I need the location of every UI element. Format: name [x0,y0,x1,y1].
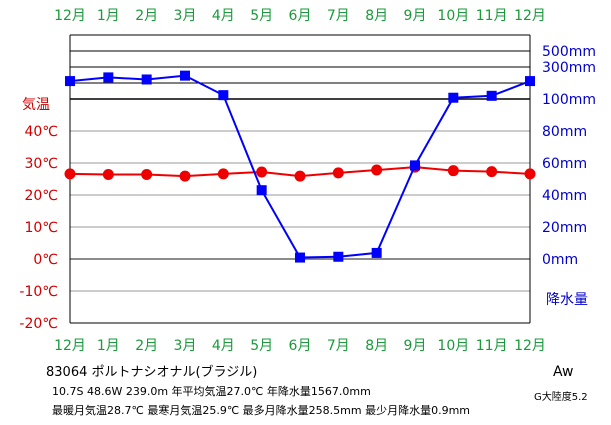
precipitation-tick-label: 20mm [542,220,587,236]
temperature-point [102,169,114,181]
temperature-axis-title: 気温 [22,97,50,113]
month-label: 5月 [250,338,273,354]
precipitation-tick-label: 80mm [542,124,587,140]
precipitation-point [141,74,152,85]
temperature-point [524,168,536,180]
temperature-point [179,170,191,182]
climate-chart: 12月 1月 2月 3月 4月 5月 6月 7月 8月 9月 10月 11月 12月 12月 1月 2月 3月… [19,8,596,354]
precipitation-point [180,70,190,81]
month-label: 12月 [514,8,546,24]
temperature-tick-label: 10℃ [24,220,58,236]
temperature-point [217,168,229,180]
month-label: 10月 [437,338,469,354]
month-label: 11月 [476,8,508,24]
month-label: 8月 [365,338,388,354]
month-label: 7月 [327,8,350,24]
month-label: 9月 [404,338,427,354]
precipitation-tick-label: 300mm [542,60,596,76]
month-label: 4月 [212,8,235,24]
month-label: 1月 [97,8,120,24]
top-month-labels: 12月 1月 2月 3月 4月 5月 6月 7月 8月 9月 10月 11月 12月 [54,8,546,24]
month-label: 5月 [250,8,273,24]
month-label: 2月 [135,338,158,354]
temperature-tick-label: 20℃ [24,188,58,204]
month-label: 11月 [476,338,508,354]
precipitation-point [410,160,420,171]
temperature-tick-label: 0℃ [33,252,58,268]
month-label: 2月 [135,8,158,24]
precipitation-point [333,251,344,262]
temperature-tick-label: 30℃ [24,156,58,172]
precipitation-point [371,247,382,258]
climate-classification: Aw [553,364,574,380]
temperature-tick-label: -10℃ [19,284,58,300]
month-label: 3月 [174,338,197,354]
precipitation-tick-label: 60mm [542,156,587,172]
temperature-point [294,170,306,182]
bottom-month-labels: 12月 1月 2月 3月 4月 5月 6月 7月 8月 9月 10月 11月 12月 [54,338,546,354]
month-label: 3月 [174,8,197,24]
month-label: 1月 [97,338,120,354]
precipitation-point [486,90,497,101]
temperature-point [64,168,76,180]
temperature-point [486,166,498,178]
temperature-point [332,167,344,179]
precipitation-point [256,185,267,196]
temperature-tick-label: -20℃ [19,316,58,332]
precipitation-point [525,76,535,87]
month-label: 4月 [212,338,235,354]
station-name: 83064 ポルトナシオナル(ブラジル) [46,365,258,380]
month-label: 12月 [54,338,86,354]
precipitation-point [295,252,305,263]
temperature-series [64,161,536,182]
month-label: 10月 [437,8,469,24]
precipitation-axis-title: 降水量 [546,292,588,308]
month-label: 9月 [404,8,427,24]
precipitation-tick-label: 100mm [542,92,596,108]
temperature-point [371,164,383,176]
month-label: 12月 [514,338,546,354]
precipitation-tick-label: 0mm [542,252,578,268]
precipitation-tick-label: 500mm [542,44,596,60]
month-label: 7月 [327,338,350,354]
temperature-tick-label: 40℃ [24,124,58,140]
precipitation-series [65,70,535,263]
station-summary-line-1: 10.7S 48.6W 239.0m 年平均気温27.0℃ 年降水量1567.0… [52,385,371,398]
precipitation-tick-label: 40mm [542,188,587,204]
precipitation-point [103,72,114,83]
month-label: 8月 [365,8,388,24]
station-summary-line-2: 最暖月気温28.7℃ 最寒月気温25.9℃ 最多月降水量258.5mm 最少月降… [52,404,471,417]
precipitation-point [65,76,75,87]
month-label: 6月 [289,8,312,24]
continentality-index: G大陸度5.2 [534,392,588,403]
month-label: 12月 [54,8,86,24]
precipitation-point [218,90,229,101]
temperature-point [256,166,268,178]
temperature-point [447,165,459,177]
temperature-axis-ticks: 40℃ 30℃ 20℃ 10℃ 0℃ -10℃ -20℃ [19,124,58,332]
precipitation-point [448,92,459,103]
month-label: 6月 [289,338,312,354]
precipitation-line [69,74,531,259]
temperature-point [141,169,153,181]
